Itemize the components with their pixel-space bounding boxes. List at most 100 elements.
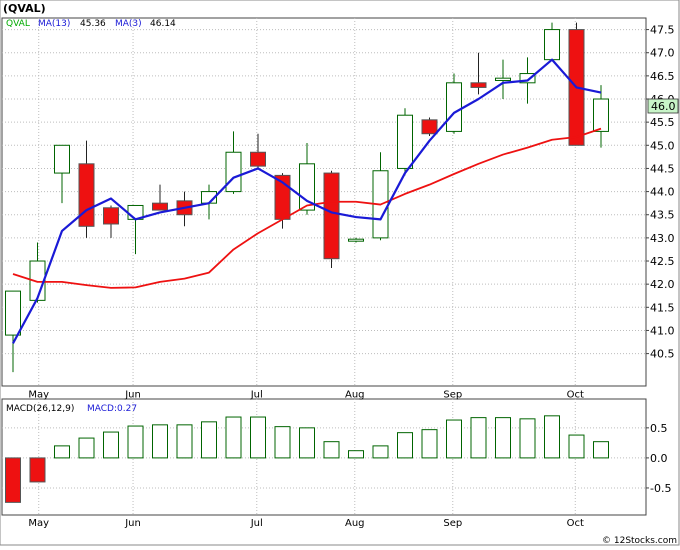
price-tick-label: 40.5	[650, 348, 675, 361]
candle	[78, 140, 95, 238]
legend-ma13-value: 45.36	[80, 19, 106, 29]
price-tick-label: 46.5	[650, 70, 675, 83]
candle	[348, 237, 364, 243]
candle-body-up	[544, 29, 560, 61]
macd-bar	[54, 445, 70, 459]
macd-tick-label: -0.5	[650, 482, 671, 495]
candle	[54, 144, 70, 204]
macd-tick-label: 0.5	[650, 422, 668, 435]
ma-line	[12, 58, 602, 344]
x-tick-label: May	[28, 518, 49, 529]
price-tick-label: 41.5	[650, 301, 675, 314]
macd-legend-value: MACD:0.27	[87, 404, 137, 414]
last-price-label: 46.0	[651, 100, 676, 113]
watermark: © 12Stocks.com	[602, 536, 677, 546]
macd-bars	[5, 415, 609, 503]
x-tick-label: May	[28, 390, 49, 401]
x-axis: May May Jun Jun Jul Jul Aug Aug Sep Sep Oct Oct	[28, 390, 584, 530]
macd-bar	[176, 424, 193, 459]
price-tick-label: 47.5	[650, 24, 675, 37]
macd-bar	[274, 426, 291, 459]
price-tick-label: 44.0	[650, 186, 675, 199]
macd-bar	[152, 424, 168, 459]
legend-ticker: QVAL	[6, 19, 30, 29]
candle-body-down	[470, 82, 487, 88]
candle	[323, 170, 340, 268]
candle-body-up	[348, 238, 364, 242]
candle-body-down	[103, 207, 119, 225]
macd-bar	[127, 425, 144, 459]
candle-body-up	[5, 290, 21, 336]
macd-bar	[299, 427, 315, 459]
candle-body-down	[421, 119, 438, 135]
candle-body-up	[593, 98, 609, 132]
x-tick-label: Jun	[124, 518, 141, 529]
macd-bar	[250, 416, 266, 459]
x-tick-label: Aug	[345, 390, 365, 401]
macd-bar	[5, 457, 21, 503]
price-tick-label: 45.0	[650, 139, 675, 152]
x-tick-label: Jun	[124, 390, 141, 401]
x-tick-label: Aug	[345, 518, 365, 529]
candle	[446, 73, 462, 134]
macd-bar	[446, 419, 462, 459]
macd-bar	[29, 457, 46, 483]
macd-bar	[593, 441, 609, 459]
macd-bar	[544, 415, 560, 459]
macd-bar	[495, 417, 511, 459]
candle	[470, 52, 487, 95]
candle-body-up	[519, 73, 536, 84]
candle-body-up	[446, 82, 462, 132]
price-tick-label: 44.5	[650, 162, 675, 175]
macd-bar	[568, 434, 585, 459]
macd-bar	[201, 421, 217, 459]
candle	[250, 133, 266, 169]
ma-line	[12, 127, 602, 289]
x-tick-label: Sep	[443, 518, 462, 529]
moving-average-lines	[12, 58, 602, 344]
candle	[152, 184, 168, 211]
candle-body-up	[495, 77, 511, 81]
chart-title: (QVAL)	[3, 2, 46, 15]
x-tick-label: Oct	[567, 518, 584, 529]
macd-bar	[372, 445, 389, 459]
x-tick-label: Oct	[567, 390, 584, 401]
candle	[495, 59, 511, 100]
price-y-axis: 40.5 41.0 41.5 42.0 42.5 43.0 43.5 44.0 44.5 45.0…	[646, 24, 675, 361]
macd-legend-label: MACD(26,12,9)	[6, 404, 74, 414]
legend-ma3-label: MA(3)	[115, 19, 142, 29]
last-price-badge	[647, 98, 679, 114]
candle-body-down	[323, 172, 340, 260]
candle	[5, 290, 21, 373]
candle	[103, 205, 119, 238]
macd-bar	[323, 441, 340, 459]
candle	[593, 85, 609, 148]
price-tick-label: 45.5	[650, 116, 675, 129]
candle-body-up	[225, 151, 242, 193]
legend-ma3-value: 46.14	[150, 19, 176, 29]
macd-bar	[103, 431, 119, 459]
x-tick-label: Jul	[250, 518, 263, 529]
price-tick-label: 41.0	[650, 324, 675, 337]
x-tick-label: Jul	[250, 390, 263, 401]
price-tick-label: 42.0	[650, 278, 675, 291]
candle	[544, 22, 560, 61]
candle-body-up	[54, 144, 70, 174]
candle	[397, 108, 413, 176]
macd-bar	[348, 450, 364, 459]
macd-bar	[397, 432, 413, 459]
candle	[421, 117, 438, 137]
macd-bar	[421, 429, 438, 459]
price-tick-label: 47.0	[650, 47, 675, 60]
macd-y-axis: 0.5 0.0 -0.5	[646, 422, 671, 495]
legend-ma13-label: MA(13)	[38, 19, 70, 29]
price-tick-label: 42.5	[650, 255, 675, 268]
candle-body-down	[78, 163, 95, 227]
macd-bar	[78, 437, 95, 459]
macd-bar	[225, 416, 242, 459]
candle-body-up	[397, 114, 413, 169]
x-tick-label: Sep	[443, 390, 462, 401]
price-tick-label: 43.0	[650, 232, 675, 245]
